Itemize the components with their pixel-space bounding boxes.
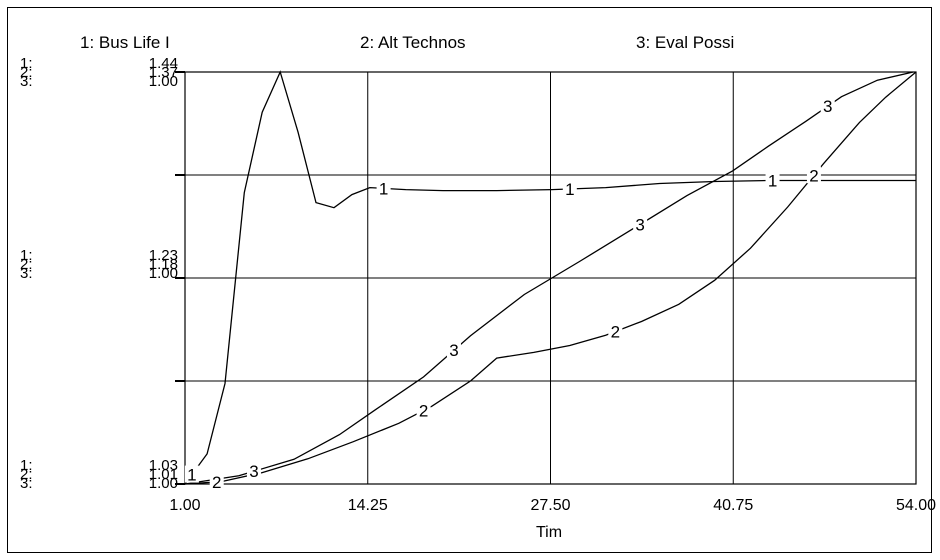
- x-tick-label: 14.25: [348, 497, 388, 514]
- series-marker-bg: [246, 462, 261, 480]
- scale-series-label: 1:: [20, 55, 33, 72]
- series-marker-3: 3: [823, 97, 832, 116]
- x-tick-label: 27.50: [530, 497, 570, 514]
- scale-value-label: 1.18: [149, 256, 178, 273]
- series-marker-2: 2: [809, 166, 818, 185]
- scale-series-label: 3:: [20, 265, 33, 282]
- x-tick-label: 40.75: [713, 497, 753, 514]
- x-tick-label: 54.00: [896, 497, 936, 514]
- series-marker-2: 2: [212, 473, 221, 492]
- axis-ticks: [175, 71, 185, 485]
- scale-series-label: 2:: [20, 256, 33, 273]
- series-line-3: [184, 71, 914, 485]
- scale-series-label: 3:: [20, 475, 33, 492]
- scale-series-label: 2:: [20, 64, 33, 81]
- scale-value-label: 1.37: [149, 64, 178, 81]
- series-marker-bg: [209, 472, 224, 490]
- series-marker-bg: [184, 465, 199, 483]
- legend-item-2: 2: Alt Technos: [360, 33, 466, 52]
- series-marker-3: 3: [249, 462, 258, 481]
- left-scale-labels: 1: 1.44 2: 1.37 3: 1.00 1: 1.23 2: 1.18 3: 1.00 1: 1.…: [20, 55, 178, 492]
- series-marker-bg: [608, 322, 623, 340]
- scale-series-label: 1:: [20, 247, 33, 264]
- x-axis-label: Tim: [536, 524, 562, 541]
- legend-item-1: 1: Bus Life I: [80, 33, 170, 52]
- gridlines: [185, 72, 916, 484]
- legend-item-3: 3: Eval Possi: [636, 33, 734, 52]
- scale-value-label: 1.00: [149, 73, 178, 90]
- series-marker-bg: [446, 341, 461, 359]
- x-tick-labels: 1.00 14.25 27.50 40.75 54.00: [169, 497, 936, 514]
- series-marker-1: 1: [768, 172, 777, 191]
- scale-series-label: 3:: [20, 73, 33, 90]
- scale-value-label: 1.23: [149, 247, 178, 264]
- series-marker-bg: [633, 215, 648, 233]
- scale-value-label: 1.44: [149, 55, 178, 72]
- series-marker-3: 3: [449, 341, 458, 360]
- series-marker-bg: [806, 166, 821, 184]
- series-marker-bg: [416, 401, 431, 419]
- chart-frame: [7, 7, 932, 553]
- series-marker-bg: [376, 179, 391, 197]
- series-marker-1: 1: [379, 179, 388, 198]
- scale-value-label: 1.00: [149, 475, 178, 492]
- series-marker-3: 3: [635, 215, 644, 234]
- scale-series-label: 1:: [20, 457, 33, 474]
- x-tick-label: 1.00: [169, 497, 200, 514]
- series-marker-bg: [765, 171, 780, 189]
- series-marker-1: 1: [565, 180, 574, 199]
- series-marker-bg: [820, 97, 835, 115]
- scale-value-label: 1.00: [149, 265, 178, 282]
- scale-series-label: 2:: [20, 466, 33, 483]
- series-marker-bg: [562, 179, 577, 197]
- scale-value-label: 1.01: [149, 466, 178, 483]
- legend: 1: Bus Life I 2: Alt Technos 3: Eval Pos…: [80, 33, 734, 52]
- scale-value-label: 1.03: [149, 457, 178, 474]
- series-marker-2: 2: [419, 401, 428, 420]
- series-marker-1: 1: [187, 466, 196, 485]
- series-marker-2: 2: [611, 323, 620, 342]
